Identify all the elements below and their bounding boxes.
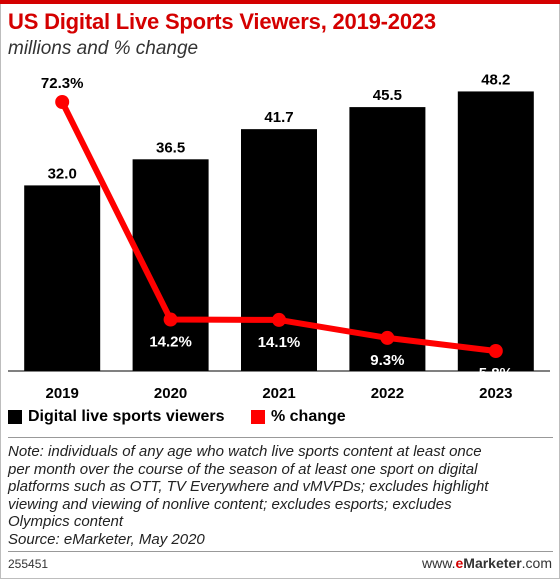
bar-value-label-2023: 48.2: [481, 71, 510, 88]
legend-swatch-change: [250, 410, 265, 424]
chart-id: 255451: [8, 557, 49, 571]
chart-title: US Digital Live Sports Viewers, 2019-202…: [8, 9, 436, 34]
bar-2019: [24, 185, 101, 371]
change-point-2020: [163, 312, 178, 327]
change-label-2021: 14.1%: [258, 334, 301, 351]
footer-divider: [8, 551, 553, 552]
legend-item-change: % change: [250, 408, 346, 426]
x-tick-label-2020: 2020: [154, 385, 187, 402]
change-label-2019: 72.3%: [41, 75, 84, 92]
brand-logo[interactable]: www.eMarketer.com: [422, 555, 552, 571]
source-text: Source: eMarketer, May 2020: [8, 530, 205, 548]
note-divider: [8, 437, 553, 438]
bar-2022: [349, 107, 426, 371]
brand-suffix: .com: [521, 555, 552, 571]
chart-subtitle: millions and % change: [8, 38, 199, 59]
legend: Digital live sports viewers % change: [8, 408, 368, 429]
legend-item-viewers: Digital live sports viewers: [8, 408, 225, 426]
change-point-2021: [272, 312, 286, 327]
note-block: Note: individuals of any age who watch l…: [8, 443, 553, 548]
bar-value-label-2021: 41.7: [264, 109, 293, 126]
x-tick-label-2019: 2019: [46, 385, 79, 402]
brand-prefix: www.: [422, 555, 456, 571]
change-label-2020: 14.2%: [149, 334, 192, 351]
change-label-2023: 5.8%: [479, 365, 513, 382]
legend-label-change: % change: [270, 408, 346, 425]
change-label-2022: 9.3%: [370, 352, 404, 369]
brand-accent: e: [455, 555, 464, 571]
x-tick-label-2021: 2021: [262, 385, 295, 402]
brand-name: Marketer: [463, 555, 522, 571]
change-point-2023: [488, 344, 503, 358]
change-point-2019: [55, 95, 70, 109]
bar-2023: [457, 91, 534, 371]
x-tick-label-2023: 2023: [479, 385, 512, 402]
top-accent-bar: [0, 0, 560, 4]
chart-plot: 32.0 2019 36.5 2020 41.7 2021 45.5 2022 48.2 2023…: [8, 71, 550, 402]
x-tick-label-2022: 2022: [371, 385, 404, 402]
bar-value-label-2020: 36.5: [156, 139, 185, 156]
legend-label-viewers: Digital live sports viewers: [28, 408, 225, 425]
note-text: Note: individuals of any age who watch l…: [8, 443, 489, 530]
legend-swatch-viewers: [8, 410, 22, 424]
bar-value-label-2022: 45.5: [373, 87, 402, 104]
bar-2021: [241, 129, 317, 371]
bar-value-label-2019: 32.0: [48, 165, 77, 182]
change-point-2022: [380, 330, 395, 345]
